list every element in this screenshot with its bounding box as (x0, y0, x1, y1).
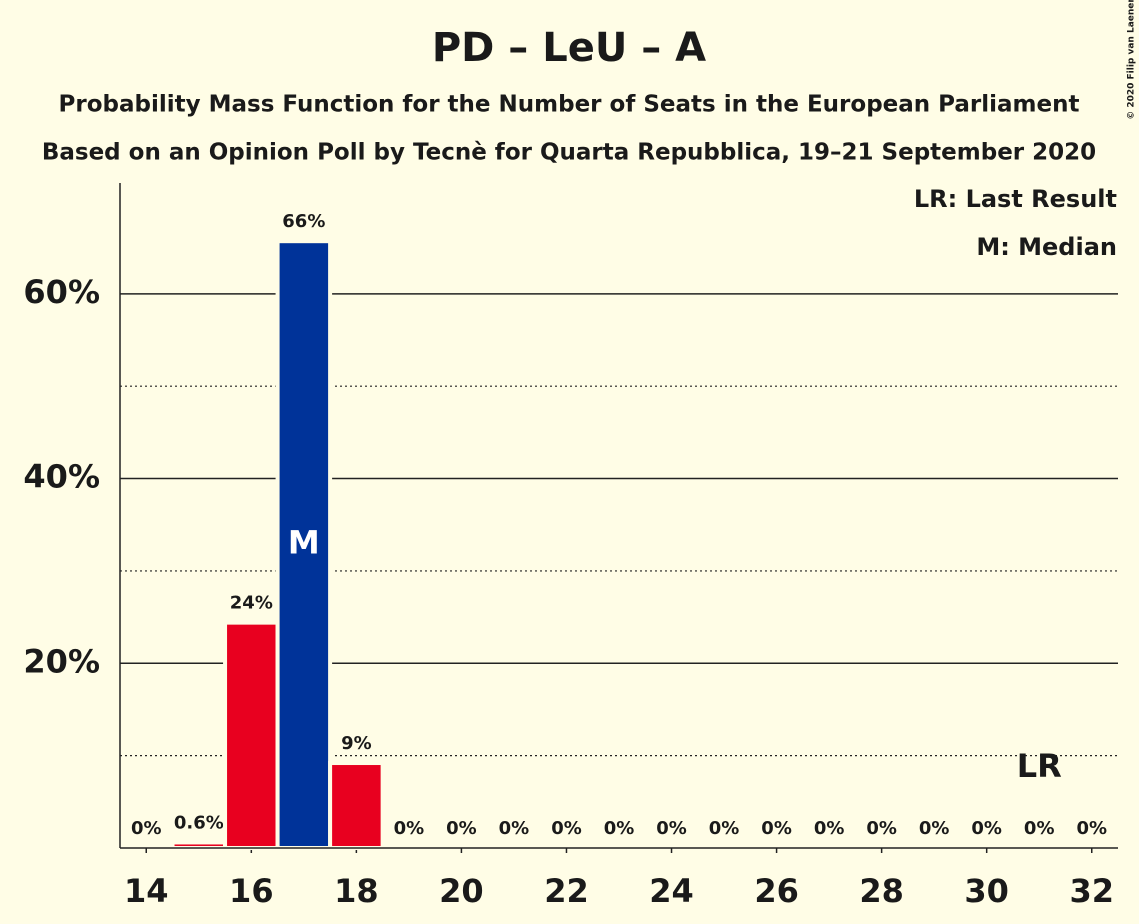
value-label: 0% (971, 818, 1002, 839)
bar (328, 761, 385, 850)
value-label: 66% (282, 211, 325, 232)
value-label: 0% (551, 818, 582, 839)
x-tick-label: 24 (649, 872, 694, 910)
value-label: 0% (604, 818, 635, 839)
bar (275, 239, 333, 850)
value-label: 0% (866, 818, 897, 839)
value-label: 0% (131, 818, 162, 839)
x-tick-label: 30 (964, 872, 1009, 910)
value-label: 0% (814, 818, 845, 839)
x-tick-label: 32 (1069, 872, 1114, 910)
value-label: 0% (499, 818, 530, 839)
value-label: 9% (341, 733, 372, 754)
chart-title: PD – LeU – A (432, 25, 706, 71)
value-label: 24% (230, 593, 273, 614)
chart-subtitle: Probability Mass Function for the Number… (59, 92, 1080, 118)
bar (223, 620, 280, 851)
x-tick-label: 18 (334, 872, 379, 910)
x-tick-label: 22 (544, 872, 589, 910)
y-tick-label: 40% (23, 458, 100, 496)
value-label: 0% (656, 818, 687, 839)
y-tick-label: 60% (23, 273, 100, 311)
x-tick-label: 16 (229, 872, 274, 910)
legend-entry: LR: Last Result (914, 185, 1117, 213)
last-result-marker: LR (1017, 747, 1062, 785)
x-tick-label: 14 (124, 872, 169, 910)
value-label: 0% (709, 818, 740, 839)
median-marker: M (288, 524, 320, 562)
y-tick-label: 20% (23, 642, 100, 680)
value-label: 0% (1076, 818, 1107, 839)
legend-entry: M: Median (976, 233, 1117, 261)
value-label: 0% (394, 818, 425, 839)
bar (170, 840, 228, 850)
chart-subtitle: Based on an Opinion Poll by Tecnè for Qu… (42, 140, 1096, 166)
value-label: 0.6% (174, 812, 224, 833)
x-tick-label: 28 (859, 872, 904, 910)
value-label: 0% (761, 818, 792, 839)
value-label: 0% (446, 818, 477, 839)
value-label: 0% (919, 818, 950, 839)
copyright: © 2020 Filip van Laenen (1127, 0, 1137, 120)
x-tick-label: 20 (439, 872, 484, 910)
value-label: 0% (1024, 818, 1055, 839)
x-tick-label: 26 (754, 872, 799, 910)
